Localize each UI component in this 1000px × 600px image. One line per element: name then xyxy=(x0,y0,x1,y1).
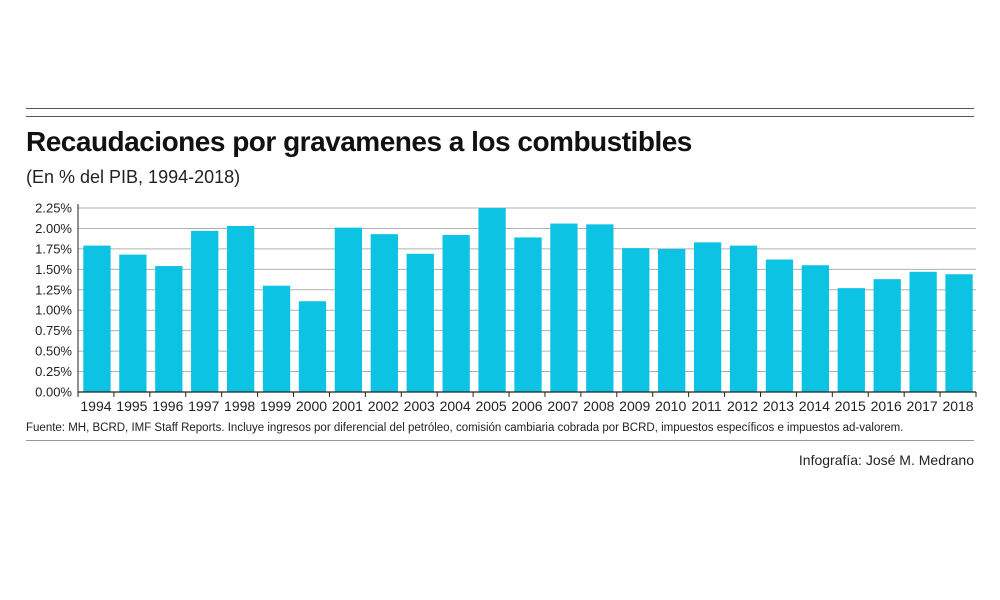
bar-2000 xyxy=(298,301,327,392)
bar-1996 xyxy=(155,266,183,392)
bar-2012 xyxy=(729,245,758,392)
x-tick-label: 2010 xyxy=(655,398,686,414)
x-tick-label: 2007 xyxy=(547,398,578,414)
y-tick-label: 0.00% xyxy=(35,385,72,400)
y-tick-label: 0.25% xyxy=(35,364,72,379)
x-tick-label: 2001 xyxy=(332,398,363,414)
x-tick-label: 2011 xyxy=(692,398,722,414)
x-tick-label: 2018 xyxy=(942,398,973,414)
credit-line: Infografía: José M. Medrano xyxy=(798,452,974,468)
x-tick-label: 2013 xyxy=(763,398,794,414)
bar-1999 xyxy=(262,285,291,392)
bar-2005 xyxy=(478,208,506,392)
top-rule-secondary xyxy=(26,116,974,117)
chart-subtitle: (En % del PIB, 1994-2018) xyxy=(26,167,241,187)
y-tick-label: 2.00% xyxy=(35,221,72,236)
footer-rule xyxy=(26,440,974,441)
x-tick-label: 2014 xyxy=(799,398,830,414)
chart-title: Recaudaciones por gravamenes a los combu… xyxy=(26,126,692,157)
x-tick-label: 2006 xyxy=(511,398,542,414)
x-tick-label: 2002 xyxy=(368,398,399,414)
bar-2009 xyxy=(622,248,650,392)
bar-1994 xyxy=(83,245,111,392)
bar-2006 xyxy=(514,237,542,392)
bar-1995 xyxy=(119,254,147,392)
x-tick-label: 1996 xyxy=(152,398,183,414)
bar-2014 xyxy=(801,265,830,392)
y-tick-label: 2.25% xyxy=(35,201,72,216)
x-tick-label: 2015 xyxy=(835,398,866,414)
bar-2004 xyxy=(442,234,470,392)
y-tick-label: 1.50% xyxy=(35,262,72,277)
bar-2002 xyxy=(370,234,398,392)
x-tick-label: 2005 xyxy=(476,398,507,414)
x-tick-label: 2008 xyxy=(583,398,614,414)
bar-1998 xyxy=(226,225,255,392)
y-tick-label: 1.25% xyxy=(35,282,72,297)
x-tick-label: 2004 xyxy=(440,398,471,414)
x-tick-label: 2016 xyxy=(871,398,902,414)
bar-1997 xyxy=(191,230,219,392)
bar-2017 xyxy=(909,271,937,392)
x-tick-label: 1995 xyxy=(116,398,147,414)
source-note: Fuente: MH, BCRD, IMF Staff Reports. Inc… xyxy=(26,422,904,434)
bar-2011 xyxy=(693,242,722,392)
x-tick-label: 2009 xyxy=(619,398,650,414)
y-tick-label: 1.75% xyxy=(35,241,72,256)
y-tick-label: 1.00% xyxy=(35,303,72,318)
x-tick-label: 1997 xyxy=(188,398,219,414)
top-rule xyxy=(26,108,974,109)
bar-2016 xyxy=(873,279,901,392)
bar-2015 xyxy=(837,288,865,392)
y-tick-label: 0.50% xyxy=(35,344,72,359)
x-tick-label: 2012 xyxy=(727,398,758,414)
bar-2013 xyxy=(765,259,794,392)
bar-2008 xyxy=(586,224,614,392)
bar-2003 xyxy=(406,253,434,392)
x-tick-label: 1998 xyxy=(224,398,255,414)
x-tick-label: 2000 xyxy=(296,398,327,414)
bar-2007 xyxy=(550,223,578,392)
bar-2001 xyxy=(334,227,363,392)
x-tick-label: 1994 xyxy=(80,398,111,414)
bar-2018 xyxy=(945,274,973,392)
bar-2010 xyxy=(658,248,686,392)
x-tick-label: 2017 xyxy=(907,398,938,414)
y-tick-label: 0.75% xyxy=(35,323,72,338)
bar-chart: 0.00% 0.25% 0.50% 0.75% 1.00% 1.25% 1.50% 1.75%… xyxy=(35,201,977,414)
x-tick-label: 2003 xyxy=(404,398,435,414)
x-tick-label: 1999 xyxy=(260,398,291,414)
